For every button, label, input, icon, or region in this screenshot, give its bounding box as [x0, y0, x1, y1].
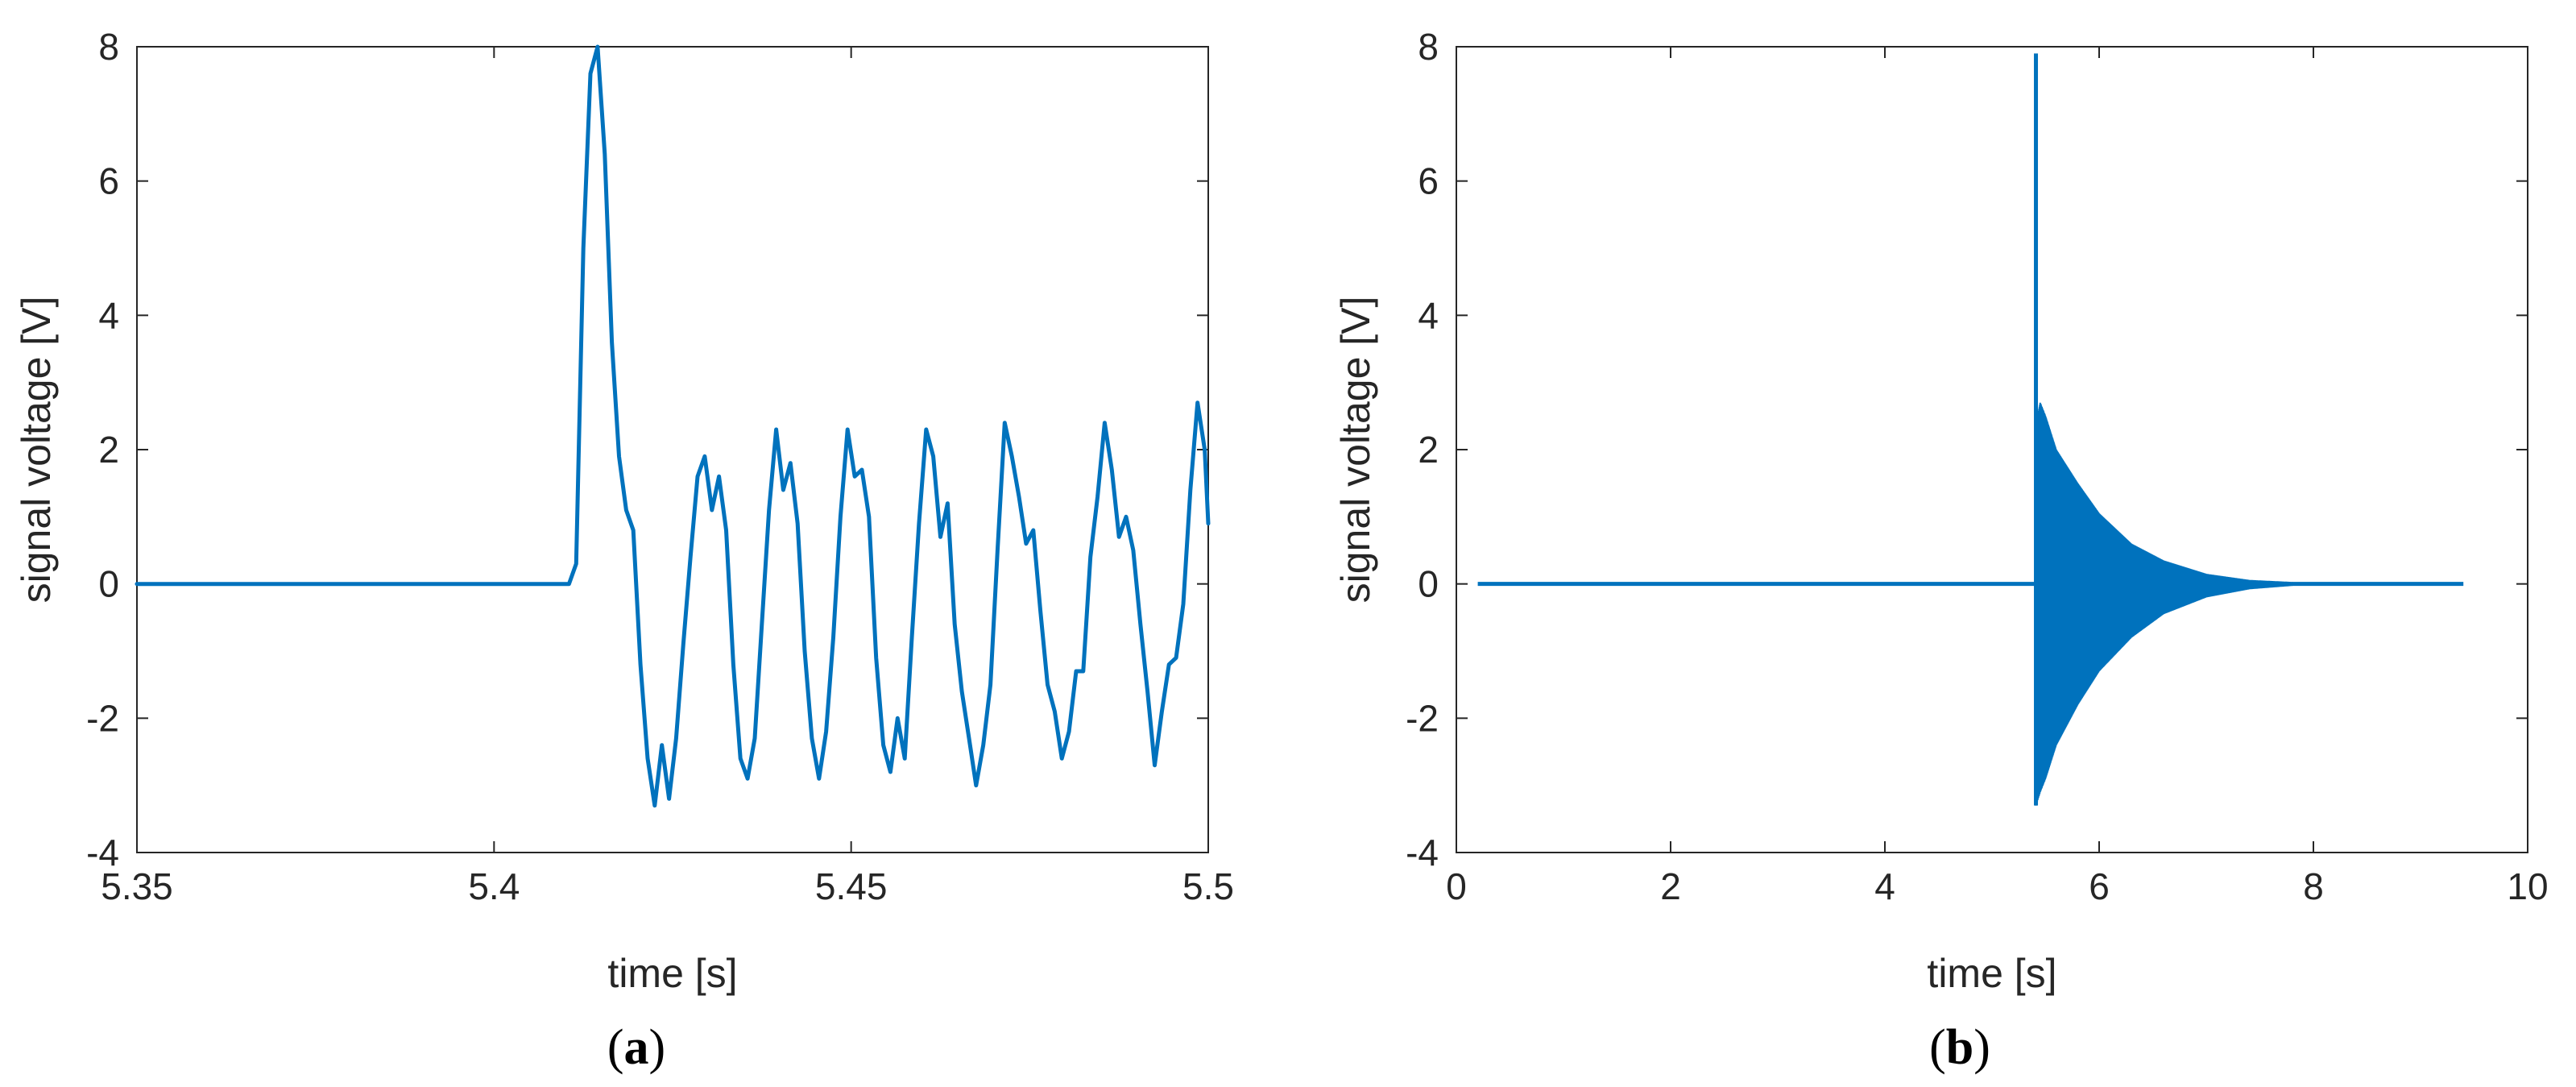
x-tick-label: 10 — [2507, 865, 2548, 907]
x-tick-label: 6 — [2089, 865, 2110, 907]
x-tick-label: 5.5 — [1182, 865, 1234, 907]
panel-label-b: (b) — [1929, 1020, 1990, 1075]
plot-area-b — [1456, 46, 2528, 853]
y-tick-label: 0 — [98, 563, 119, 605]
y-axis-title-b: signal voltage [V] — [1333, 297, 1378, 604]
y-tick-label: -2 — [86, 697, 119, 739]
y-tick-label: 6 — [98, 160, 119, 202]
x-tick-label: 5.4 — [468, 865, 520, 907]
x-tick-label: 0 — [1446, 865, 1467, 907]
x-tick-label: 5.45 — [815, 865, 888, 907]
x-tick-label: 4 — [1874, 865, 1895, 907]
chart-panel-b: 0 2 4 6 8 10 -4 -2 0 2 4 6 8 time [s] signal voltage… — [1333, 26, 2549, 1075]
y-tick-label: -4 — [1406, 832, 1439, 873]
plot-area-a — [136, 46, 1209, 853]
y-tick-label: 6 — [1418, 160, 1439, 202]
x-tick-label: 8 — [2303, 865, 2324, 907]
x-axis-title-b: time [s] — [1927, 951, 2056, 996]
chart-panel-a: 5.35 5.4 5.45 5.5 -4 -2 0 2 4 6 8 time [s] signal … — [14, 26, 1234, 1075]
x-tick-label: 5.35 — [101, 865, 173, 907]
series-line-a — [135, 44, 1211, 808]
y-axis-title-a: signal voltage [V] — [14, 297, 59, 604]
panel-letter-a: a — [624, 1020, 649, 1075]
x-axis-title-a: time [s] — [607, 951, 737, 996]
tick-marks-b — [1456, 46, 2528, 853]
y-tick-label: 2 — [98, 429, 119, 471]
tick-labels-a: 5.35 5.4 5.45 5.5 -4 -2 0 2 4 6 8 — [86, 26, 1234, 907]
y-tick-label: -4 — [86, 832, 119, 873]
y-tick-label: 8 — [1418, 26, 1439, 68]
tick-labels-b: 0 2 4 6 8 10 -4 -2 0 2 4 6 8 — [1406, 26, 2548, 907]
y-tick-label: 2 — [1418, 429, 1439, 471]
y-tick-label: -2 — [1406, 697, 1439, 739]
y-tick-label: 4 — [1418, 294, 1439, 336]
series-signal-b — [1477, 53, 2464, 806]
y-tick-label: 0 — [1418, 563, 1439, 605]
x-tick-label: 2 — [1660, 865, 1681, 907]
panel-letter-b: b — [1946, 1020, 1973, 1075]
y-tick-label: 8 — [98, 26, 119, 68]
y-tick-label: 4 — [98, 294, 119, 336]
panel-label-a: (a) — [607, 1020, 665, 1075]
